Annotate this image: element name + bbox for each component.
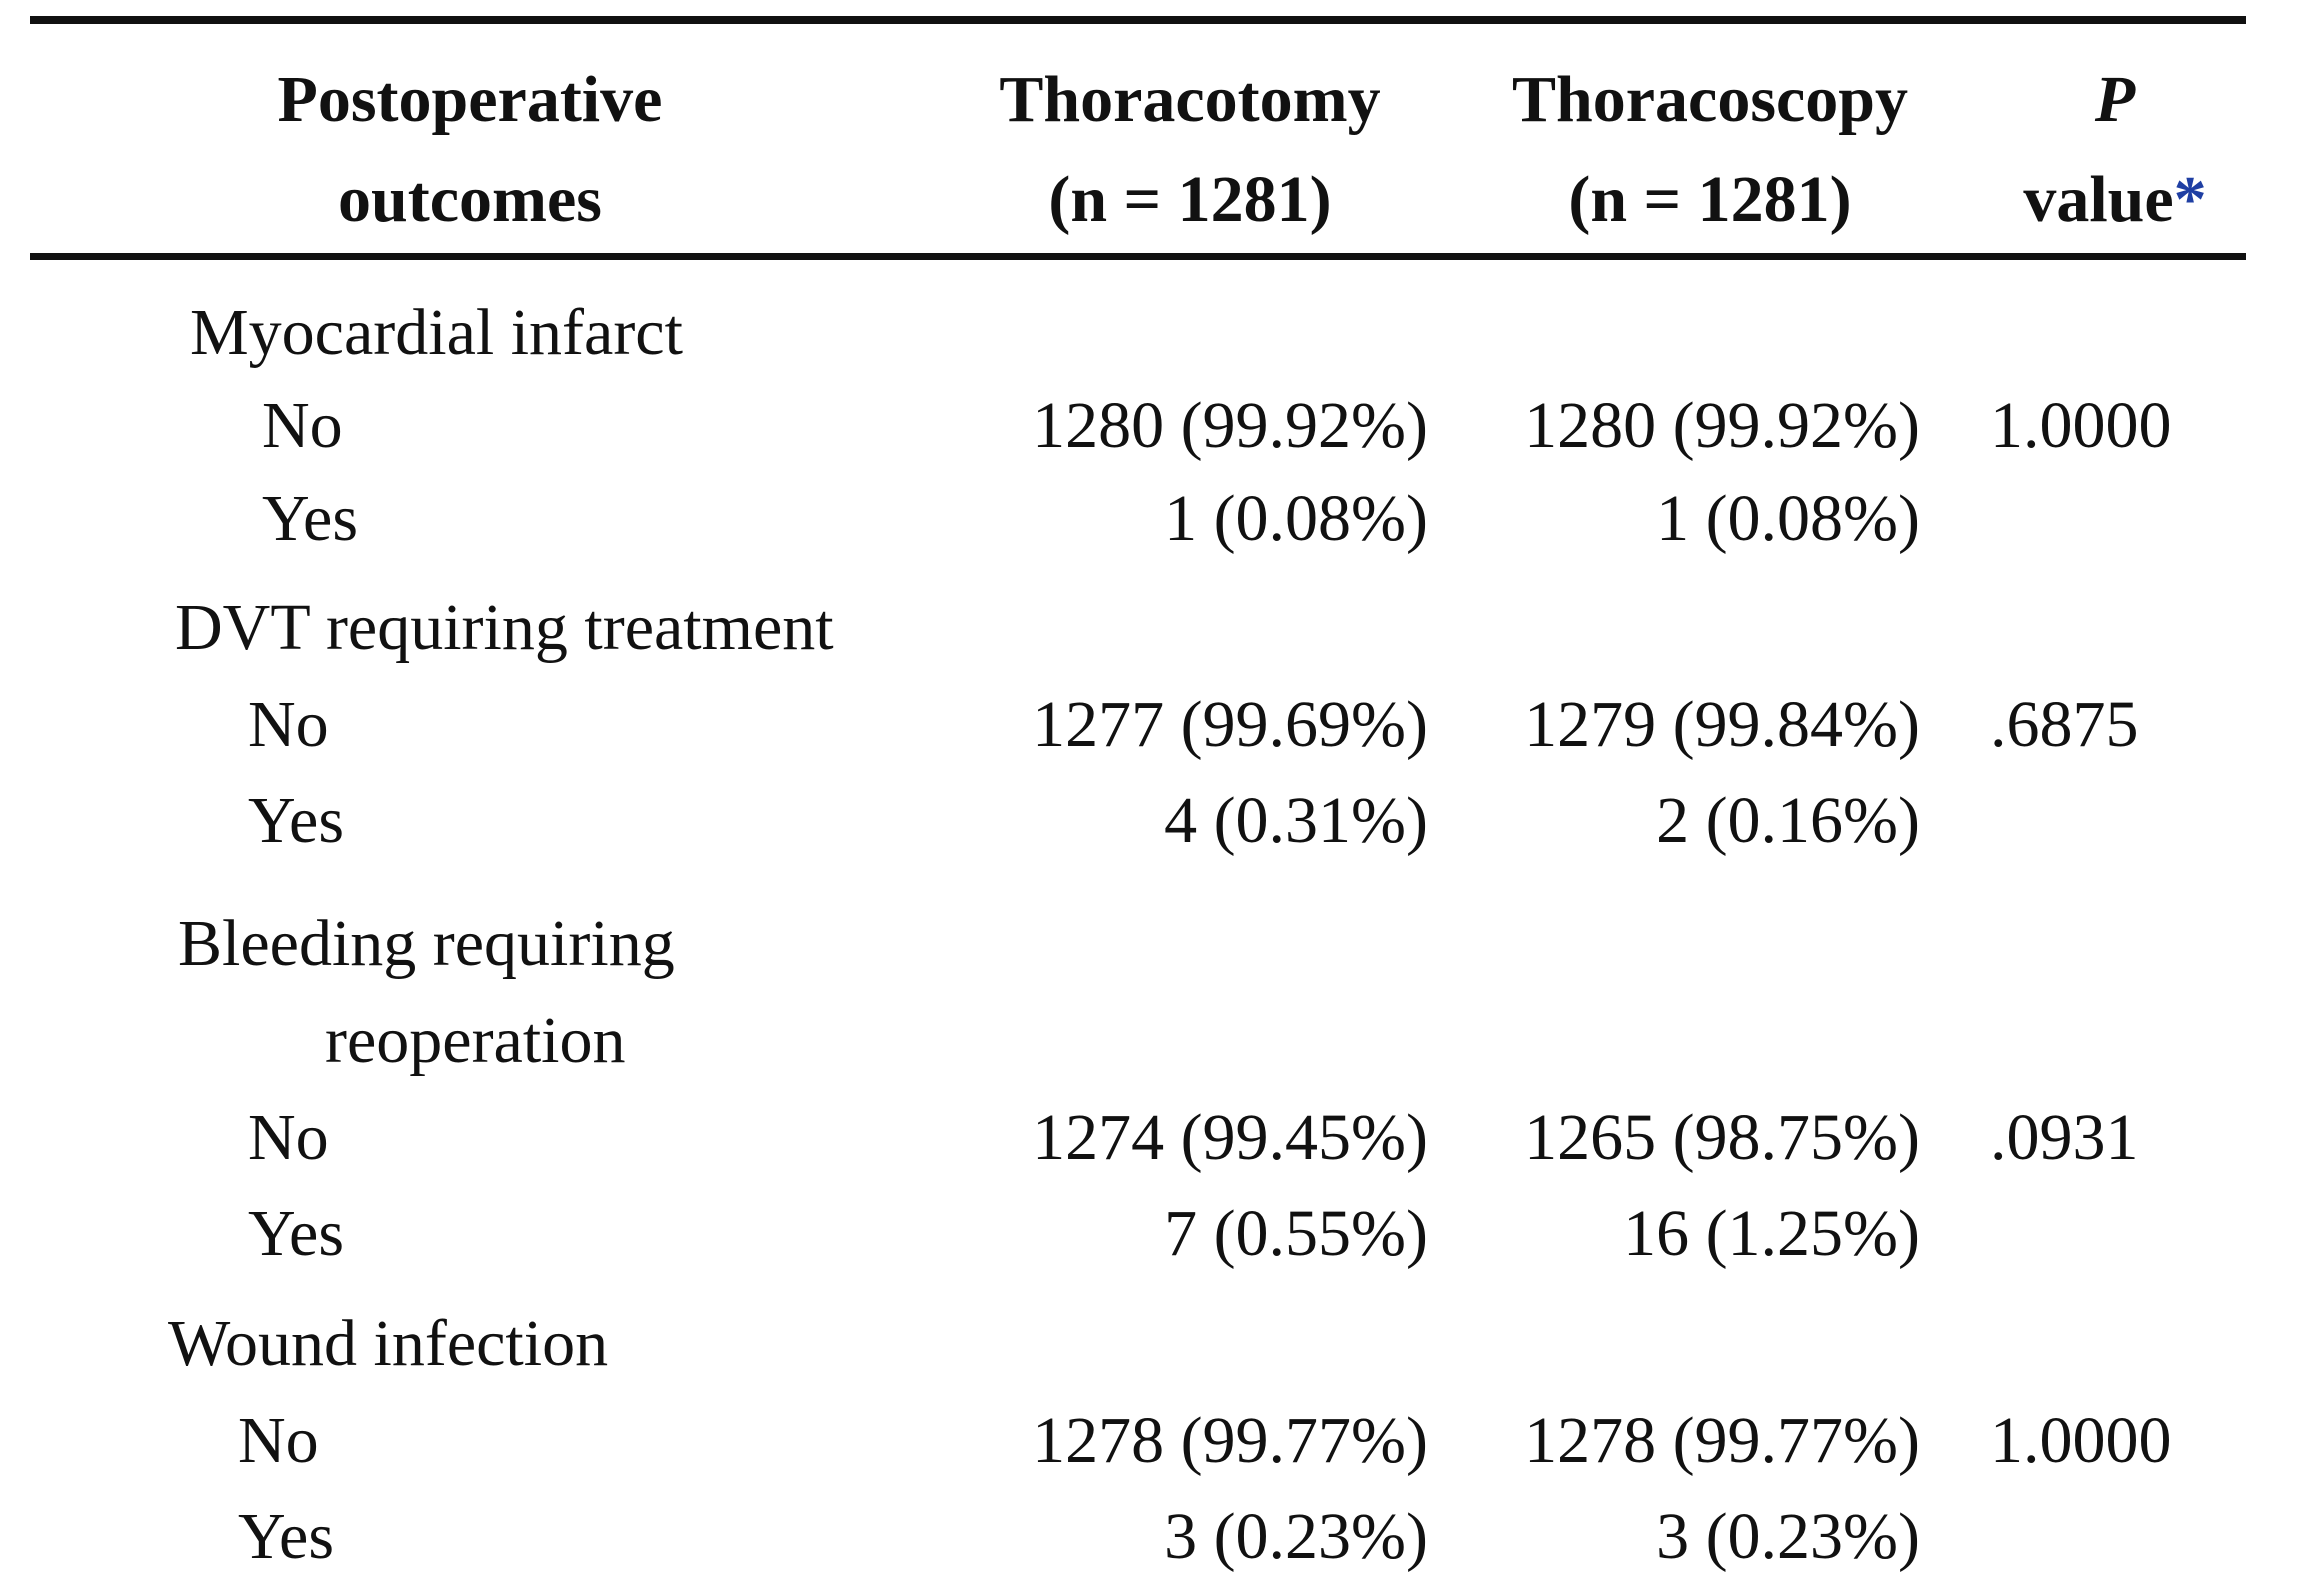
row-label: DVT requiring treatment xyxy=(175,591,834,664)
thoracoscopy-cell: 1 (0.08%) xyxy=(1656,482,1920,555)
row-label: No xyxy=(238,1404,319,1477)
row-label: Yes xyxy=(248,1197,345,1270)
table-row: Yes 4 (0.31%) 2 (0.16%) xyxy=(0,773,2301,869)
table-row: No 1278 (99.77%) 1278 (99.77%) 1.0000 xyxy=(0,1393,2301,1489)
thoracoscopy-cell: 2 (0.16%) xyxy=(1656,784,1920,857)
row-label: No xyxy=(248,688,329,761)
table-row: No 1274 (99.45%) 1265 (98.75%) .0931 xyxy=(0,1090,2301,1186)
row-label: Yes xyxy=(238,1500,335,1573)
header-outcomes: Postoperative outcomes xyxy=(200,50,740,250)
thoracotomy-cell: 7 (0.55%) xyxy=(1164,1197,1428,1270)
table-row: DVT requiring treatment xyxy=(0,580,2301,676)
table-row: No 1280 (99.92%) 1280 (99.92%) 1.0000 xyxy=(0,378,2301,474)
thoracotomy-cell: 3 (0.23%) xyxy=(1164,1500,1428,1573)
row-label: Yes xyxy=(248,784,345,857)
header-thoracotomy-line2: (n = 1281) xyxy=(1048,163,1332,236)
thoracoscopy-cell: 1265 (98.75%) xyxy=(1524,1101,1920,1174)
thoracoscopy-cell: 1278 (99.77%) xyxy=(1524,1404,1920,1477)
header-outcomes-line1: Postoperative xyxy=(277,63,663,136)
p-value-cell: 1.0000 xyxy=(1990,389,2172,462)
row-label: Myocardial infarct xyxy=(190,296,683,369)
table-row: reoperation xyxy=(0,993,2301,1089)
thoracotomy-cell: 1 (0.08%) xyxy=(1164,482,1428,555)
row-label: Yes xyxy=(262,482,359,555)
table-row: Yes 3 (0.23%) 3 (0.23%) xyxy=(0,1489,2301,1585)
header-thoracoscopy: Thoracoscopy (n = 1281) xyxy=(1470,50,1950,250)
header-outcomes-line2: outcomes xyxy=(338,163,602,236)
header-thoracoscopy-line2: (n = 1281) xyxy=(1568,163,1852,236)
thoracoscopy-cell: 1279 (99.84%) xyxy=(1524,688,1920,761)
header-thoracotomy-line1: Thoracotomy xyxy=(999,63,1381,136)
thoracoscopy-cell: 16 (1.25%) xyxy=(1623,1197,1920,1270)
row-label: Bleeding requiring xyxy=(178,907,675,980)
header-thoracotomy: Thoracotomy (n = 1281) xyxy=(960,50,1420,250)
p-value-cell: 1.0000 xyxy=(1990,1404,2172,1477)
thoracotomy-cell: 1277 (99.69%) xyxy=(1032,688,1428,761)
row-label: No xyxy=(248,1101,329,1174)
p-value-cell: .0931 xyxy=(1990,1101,2139,1174)
thoracoscopy-cell: 3 (0.23%) xyxy=(1656,1500,1920,1573)
header-thoracoscopy-line1: Thoracoscopy xyxy=(1512,63,1908,136)
header-p-letter: P xyxy=(2094,63,2136,136)
thoracoscopy-cell: 1280 (99.92%) xyxy=(1524,389,1920,462)
thoracotomy-cell: 1280 (99.92%) xyxy=(1032,389,1428,462)
table-row: Wound infection xyxy=(0,1296,2301,1392)
thoracotomy-cell: 1278 (99.77%) xyxy=(1032,1404,1428,1477)
header-p-value-text: value xyxy=(2023,163,2174,236)
footnote-star: * xyxy=(2173,163,2207,236)
table-header-rule xyxy=(30,253,2246,260)
thoracotomy-cell: 1274 (99.45%) xyxy=(1032,1101,1428,1174)
row-label: Wound infection xyxy=(168,1307,609,1380)
table-row: No 1277 (99.69%) 1279 (99.84%) .6875 xyxy=(0,677,2301,773)
thoracotomy-cell: 4 (0.31%) xyxy=(1164,784,1428,857)
row-label: reoperation xyxy=(325,1004,626,1077)
table-row: Myocardial infarct xyxy=(0,285,2301,381)
table-row: Bleeding requiring xyxy=(0,896,2301,992)
p-value-cell: .6875 xyxy=(1990,688,2139,761)
table-top-rule xyxy=(30,16,2246,24)
table-row: Yes 7 (0.55%) 16 (1.25%) xyxy=(0,1186,2301,1282)
header-p-value: P value* xyxy=(1990,50,2240,250)
row-label: No xyxy=(262,389,343,462)
table-row: Yes 1 (0.08%) 1 (0.08%) xyxy=(0,471,2301,567)
